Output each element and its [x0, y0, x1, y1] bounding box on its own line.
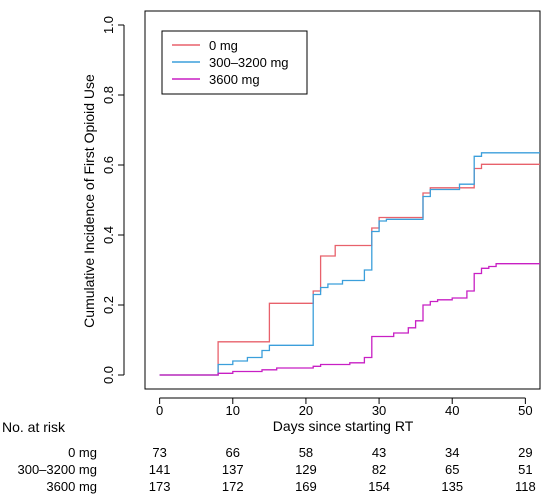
x-axis-label: Days since starting RT	[273, 418, 414, 434]
risk-value: 73	[152, 445, 166, 460]
x-tick-label: 30	[372, 403, 386, 418]
risk-row-label: 300–3200 mg	[17, 462, 97, 477]
risk-value: 58	[299, 445, 313, 460]
risk-table: No. at risk 0 mg 73 66 58 43 34 29 300–3200 mg 1…	[2, 419, 536, 494]
x-tick-label: 10	[226, 403, 240, 418]
x-tick-label: 50	[518, 403, 532, 418]
x-tick-label: 20	[299, 403, 313, 418]
risk-value: 129	[295, 462, 317, 477]
risk-row-label: 3600 mg	[46, 479, 97, 494]
y-tick-label: 0.4	[101, 226, 116, 244]
risk-value: 65	[445, 462, 459, 477]
risk-value: 173	[149, 479, 171, 494]
y-tick-label: 1.0	[101, 16, 116, 34]
risk-value: 66	[226, 445, 240, 460]
risk-value: 169	[295, 479, 317, 494]
y-axis-label: Cumulative Incidence of First Opioid Use	[81, 74, 97, 328]
y-tick-label: 0.8	[101, 86, 116, 104]
plot-frame	[144, 10, 541, 390]
curve-3600-mg	[159, 263, 540, 376]
curve-300-3200-mg	[159, 152, 540, 376]
curves	[159, 152, 540, 376]
risk-value: 43	[372, 445, 386, 460]
risk-value: 34	[445, 445, 459, 460]
legend: 0 mg 300–3200 mg 3600 mg	[161, 30, 308, 95]
risk-value: 154	[368, 479, 390, 494]
risk-value: 51	[518, 462, 532, 477]
risk-value: 29	[518, 445, 532, 460]
y-tick-label: 0.0	[101, 366, 116, 384]
axes: 0.0 0.2 0.4 0.6 0.8 1.0 0 10 20 30 40 50	[101, 10, 541, 418]
legend-label: 3600 mg	[209, 72, 260, 87]
x-tick-label: 40	[445, 403, 459, 418]
risk-value: 137	[222, 462, 244, 477]
risk-value: 118	[515, 479, 536, 494]
risk-value: 172	[222, 479, 244, 494]
legend-label: 300–3200 mg	[209, 55, 289, 70]
risk-row-label: 0 mg	[68, 445, 97, 460]
y-tick-label: 0.2	[101, 296, 116, 314]
x-tick-label: 0	[156, 403, 163, 418]
risk-value: 82	[372, 462, 386, 477]
legend-label: 0 mg	[209, 38, 238, 53]
curve-0-mg	[159, 163, 540, 376]
risk-table-title: No. at risk	[2, 419, 66, 435]
y-tick-label: 0.6	[101, 156, 116, 174]
risk-value: 141	[149, 462, 171, 477]
risk-value: 135	[441, 479, 463, 494]
